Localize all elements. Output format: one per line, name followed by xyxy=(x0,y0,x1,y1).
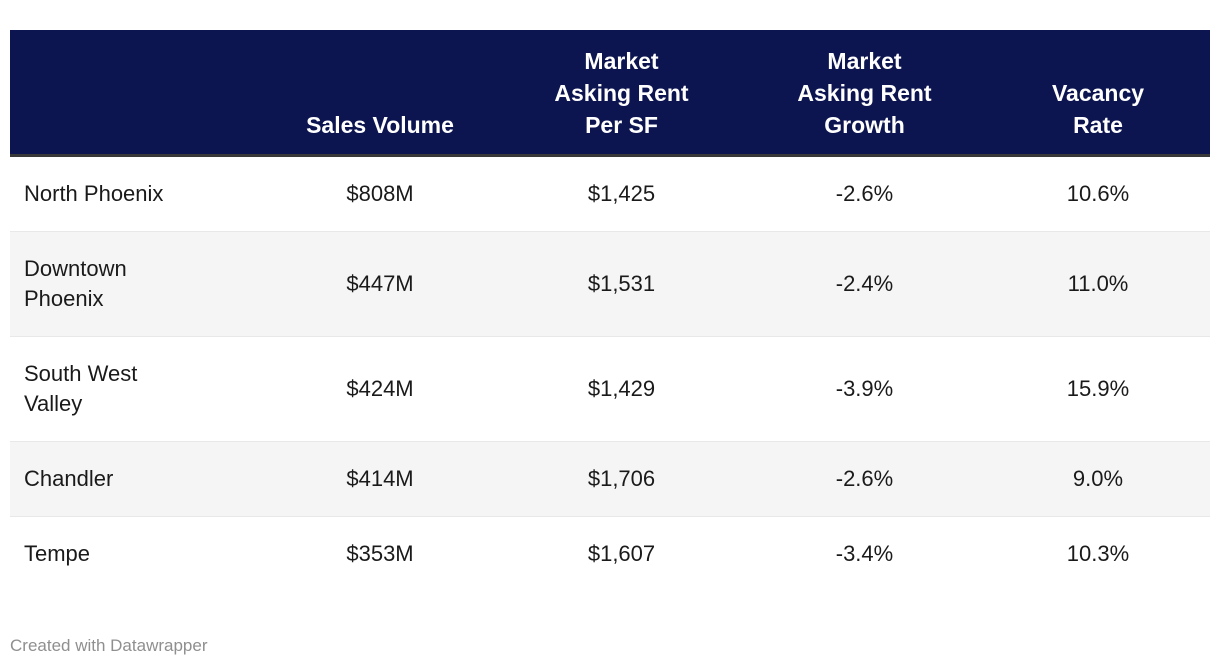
cell-rent-per-sf: $1,425 xyxy=(587,181,656,206)
cell-market-name: Tempe xyxy=(10,516,260,591)
cell-sales-volume: $353M xyxy=(260,516,500,591)
cell-rent-per-sf: $1,607 xyxy=(500,516,743,591)
table-row: South West Valley $424M $1,429 -3.9% 15.… xyxy=(10,336,1210,442)
cell-sales-volume: $447M xyxy=(260,231,500,337)
table-row: Downtown Phoenix $447M $1,531 -2.4% 11.0… xyxy=(10,231,1210,337)
cell-vacancy-rate: 15.9% xyxy=(986,336,1210,442)
cell-market-name: North Phoenix xyxy=(24,181,164,206)
cell-rent-growth: -2.6% xyxy=(743,441,986,517)
cell-rent-growth: -3.9% xyxy=(743,336,986,442)
column-header-market-asking-rent-per-sf: Market Asking Rent Per SF xyxy=(500,30,743,157)
market-stats-table: Sales Volume Market Asking Rent Per SF M… xyxy=(10,30,1210,591)
cell-rent-per-sf: $1,706 xyxy=(500,441,743,517)
table-row: North Phoenix $808M $1,425 -2.6% 10.6% xyxy=(10,156,1210,232)
cell-rent-growth: -2.4% xyxy=(743,231,986,337)
table-body: North Phoenix $808M $1,425 -2.6% 10.6% D… xyxy=(10,156,1210,591)
cell-rent-growth: -2.6% xyxy=(835,181,894,206)
column-header-blank xyxy=(10,30,260,157)
header-row: Sales Volume Market Asking Rent Per SF M… xyxy=(10,30,1210,157)
column-header-vacancy-rate: Vacancy Rate xyxy=(986,30,1210,157)
attribution-footer: Created with Datawrapper xyxy=(10,635,1220,656)
table-container: Sales Volume Market Asking Rent Per SF M… xyxy=(10,30,1210,591)
cell-market-name: Downtown Phoenix xyxy=(10,231,260,337)
cell-market-name: Chandler xyxy=(10,441,260,517)
table-header: Sales Volume Market Asking Rent Per SF M… xyxy=(10,30,1210,157)
cell-vacancy-rate: 11.0% xyxy=(986,231,1210,337)
column-header-sales-volume: Sales Volume xyxy=(260,30,500,157)
cell-rent-per-sf: $1,429 xyxy=(500,336,743,442)
cell-vacancy-rate: 10.3% xyxy=(986,516,1210,591)
cell-rent-per-sf: $1,531 xyxy=(500,231,743,337)
cell-vacancy-rate: 9.0% xyxy=(986,441,1210,517)
cell-sales-volume: $414M xyxy=(260,441,500,517)
cell-market-name: South West Valley xyxy=(10,336,260,442)
cell-rent-growth: -3.4% xyxy=(743,516,986,591)
datawrapper-attribution-link[interactable]: Created with Datawrapper xyxy=(10,636,208,655)
cell-sales-volume: $424M xyxy=(260,336,500,442)
table-row: Chandler $414M $1,706 -2.6% 9.0% xyxy=(10,441,1210,517)
cell-sales-volume: $808M xyxy=(346,181,414,206)
cell-vacancy-rate: 10.6% xyxy=(1066,181,1130,206)
table-row: Tempe $353M $1,607 -3.4% 10.3% xyxy=(10,516,1210,591)
column-header-market-asking-rent-growth: Market Asking Rent Growth xyxy=(743,30,986,157)
